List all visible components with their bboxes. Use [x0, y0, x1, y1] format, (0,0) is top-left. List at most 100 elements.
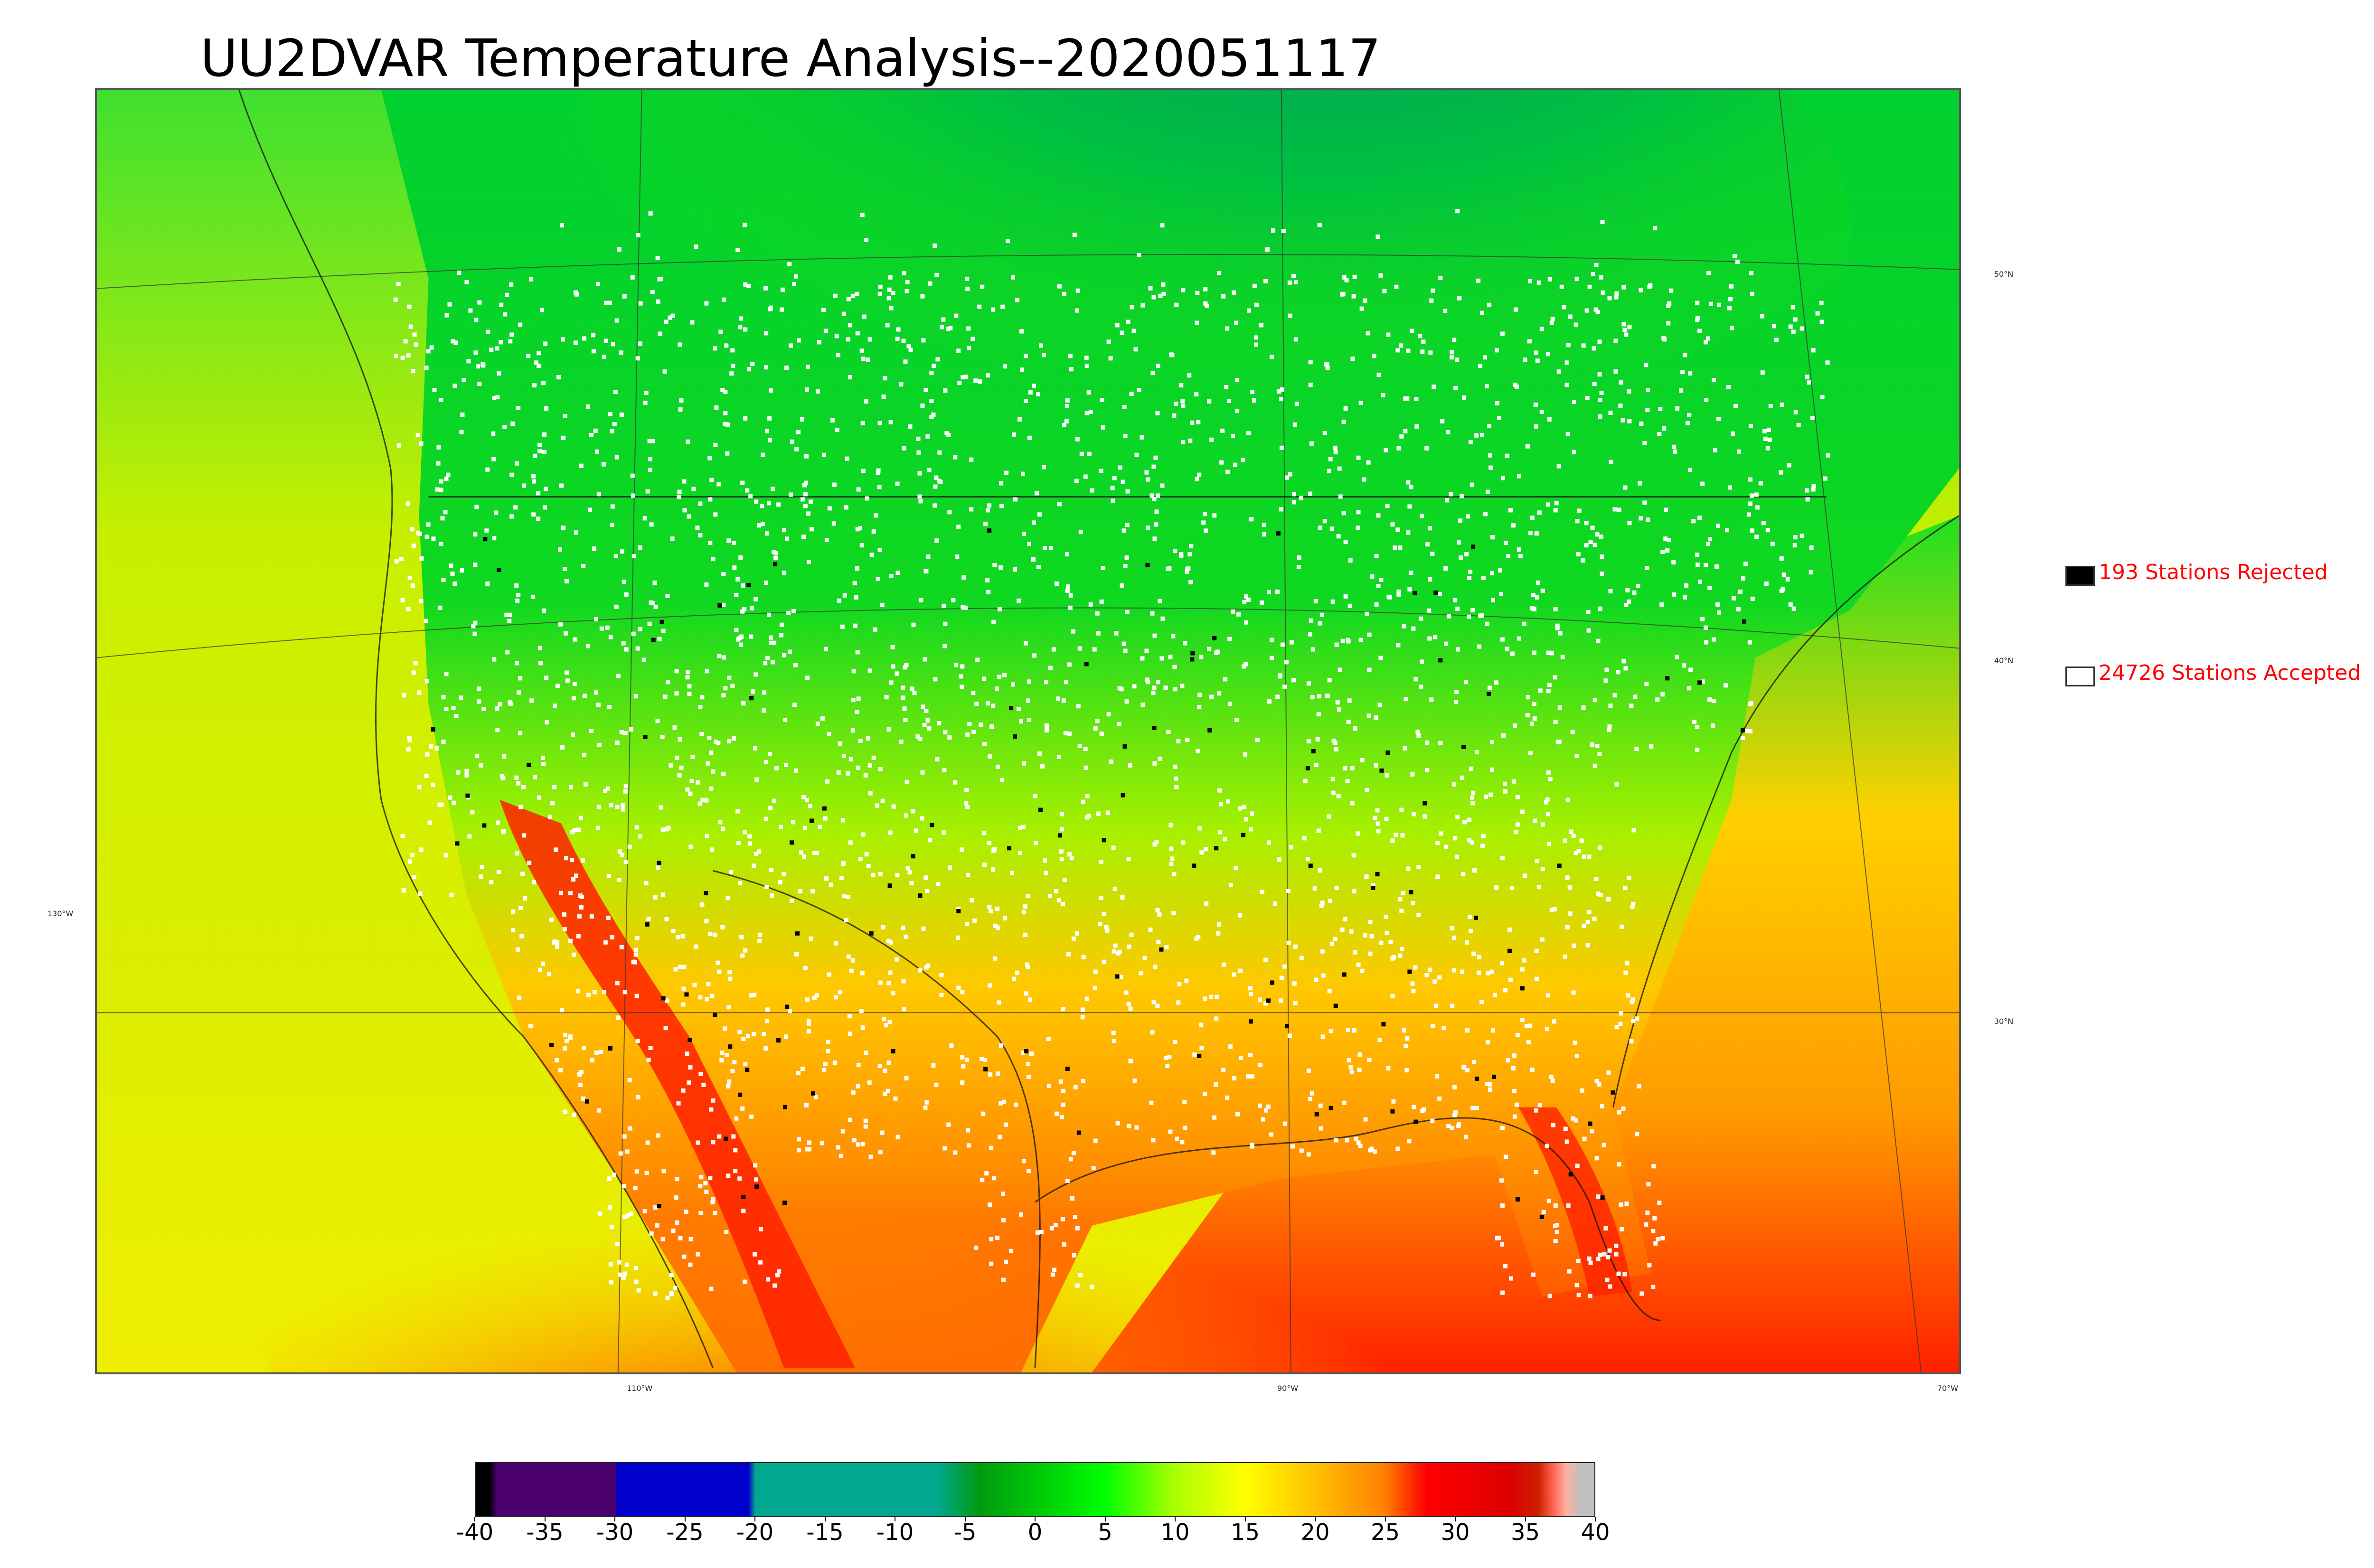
- station-accepted-marker: [1452, 968, 1457, 973]
- station-accepted-marker: [943, 621, 948, 626]
- station-accepted-marker: [1811, 348, 1816, 353]
- station-accepted-marker: [762, 1032, 766, 1037]
- station-accepted-marker: [1279, 397, 1283, 402]
- station-rejected-marker: [724, 1136, 728, 1141]
- station-accepted-marker: [623, 789, 628, 794]
- station-accepted-marker: [1292, 422, 1297, 427]
- station-accepted-marker: [1438, 275, 1443, 280]
- station-accepted-marker: [1376, 513, 1381, 518]
- station-accepted-marker: [1553, 1239, 1558, 1243]
- station-accepted-marker: [967, 346, 971, 350]
- station-accepted-marker: [1631, 1019, 1636, 1023]
- station-accepted-marker: [727, 739, 732, 743]
- station-accepted-marker: [1074, 308, 1079, 313]
- station-accepted-marker: [1327, 989, 1332, 994]
- station-accepted-marker: [1486, 971, 1491, 976]
- station-accepted-marker: [1590, 742, 1594, 747]
- station-accepted-marker: [698, 705, 703, 710]
- station-accepted-marker: [1242, 600, 1247, 604]
- station-accepted-marker: [1658, 407, 1663, 411]
- station-accepted-marker: [995, 1235, 1000, 1240]
- station-accepted-marker: [718, 820, 723, 825]
- station-accepted-marker: [1549, 1074, 1554, 1079]
- station-accepted-marker: [814, 851, 819, 855]
- station-rejected-marker: [1375, 872, 1380, 877]
- station-accepted-marker: [1056, 898, 1061, 902]
- station-accepted-marker: [1623, 666, 1628, 671]
- station-accepted-marker: [1356, 1140, 1361, 1145]
- colorbar-tick-label: 0: [1027, 1519, 1043, 1546]
- station-accepted-marker: [987, 841, 992, 845]
- station-accepted-marker: [833, 941, 838, 946]
- station-accepted-marker: [1614, 1252, 1619, 1257]
- station-accepted-marker: [878, 767, 883, 771]
- station-accepted-marker: [1607, 724, 1612, 729]
- station-accepted-marker: [1457, 296, 1462, 300]
- station-accepted-marker: [406, 607, 411, 611]
- station-accepted-marker: [479, 874, 483, 879]
- station-accepted-marker: [1288, 472, 1292, 477]
- station-accepted-marker: [815, 722, 820, 726]
- station-rejected-marker: [785, 1005, 790, 1009]
- station-accepted-marker: [1293, 337, 1298, 342]
- station-accepted-marker: [538, 661, 543, 666]
- station-accepted-marker: [1309, 1091, 1314, 1096]
- station-accepted-marker: [403, 339, 408, 344]
- station-accepted-marker: [850, 958, 855, 963]
- station-accepted-marker: [1277, 857, 1281, 862]
- station-accepted-marker: [804, 798, 809, 802]
- station-accepted-marker: [695, 526, 700, 530]
- station-accepted-marker: [457, 270, 462, 275]
- station-accepted-marker: [1621, 285, 1626, 290]
- station-accepted-marker: [1680, 370, 1685, 375]
- station-rejected-marker: [1308, 864, 1313, 868]
- station-accepted-marker: [1512, 1089, 1517, 1093]
- station-accepted-marker: [852, 1138, 857, 1143]
- station-accepted-marker: [886, 1089, 890, 1093]
- station-accepted-marker: [599, 626, 604, 631]
- station-accepted-marker: [961, 575, 966, 580]
- station-accepted-marker: [709, 1107, 714, 1112]
- station-accepted-marker: [1606, 897, 1611, 901]
- station-accepted-marker: [1173, 1040, 1178, 1044]
- station-accepted-marker: [1150, 1030, 1155, 1035]
- station-accepted-marker: [916, 436, 921, 441]
- station-accepted-marker: [1517, 636, 1521, 641]
- station-accepted-marker: [765, 429, 770, 433]
- station-accepted-marker: [1078, 530, 1083, 535]
- station-accepted-marker: [634, 994, 639, 998]
- station-accepted-marker: [1462, 1065, 1467, 1070]
- station-accepted-marker: [515, 851, 519, 856]
- station-accepted-marker: [1211, 1150, 1216, 1155]
- station-rejected-marker: [1697, 680, 1702, 685]
- station-accepted-marker: [1500, 476, 1505, 480]
- station-accepted-marker: [709, 478, 714, 482]
- station-accepted-marker: [1622, 1272, 1627, 1277]
- station-accepted-marker: [739, 642, 744, 647]
- station-accepted-marker: [1234, 866, 1238, 871]
- station-accepted-marker: [1151, 1138, 1156, 1143]
- station-accepted-marker: [899, 382, 904, 387]
- station-accepted-marker: [1293, 280, 1298, 284]
- station-accepted-marker: [876, 468, 881, 473]
- station-accepted-marker: [1476, 278, 1481, 283]
- station-accepted-marker: [1306, 1068, 1311, 1073]
- station-accepted-marker: [769, 388, 773, 393]
- station-rejected-marker: [1381, 1022, 1386, 1027]
- station-accepted-marker: [856, 1084, 860, 1089]
- station-accepted-marker: [602, 355, 606, 359]
- station-accepted-marker: [1127, 944, 1131, 949]
- station-accepted-marker: [716, 960, 720, 965]
- station-accepted-marker: [1158, 599, 1162, 603]
- station-accepted-marker: [596, 703, 601, 707]
- station-accepted-marker: [762, 690, 767, 695]
- station-accepted-marker: [1511, 1066, 1516, 1070]
- station-accepted-marker: [589, 914, 594, 919]
- station-accepted-marker: [860, 421, 865, 425]
- station-accepted-marker: [1195, 320, 1199, 325]
- station-accepted-marker: [1318, 621, 1322, 626]
- station-accepted-marker: [1219, 460, 1224, 465]
- station-accepted-marker: [1341, 511, 1346, 516]
- station-rejected-marker: [1121, 793, 1125, 798]
- station-accepted-marker: [1083, 474, 1088, 479]
